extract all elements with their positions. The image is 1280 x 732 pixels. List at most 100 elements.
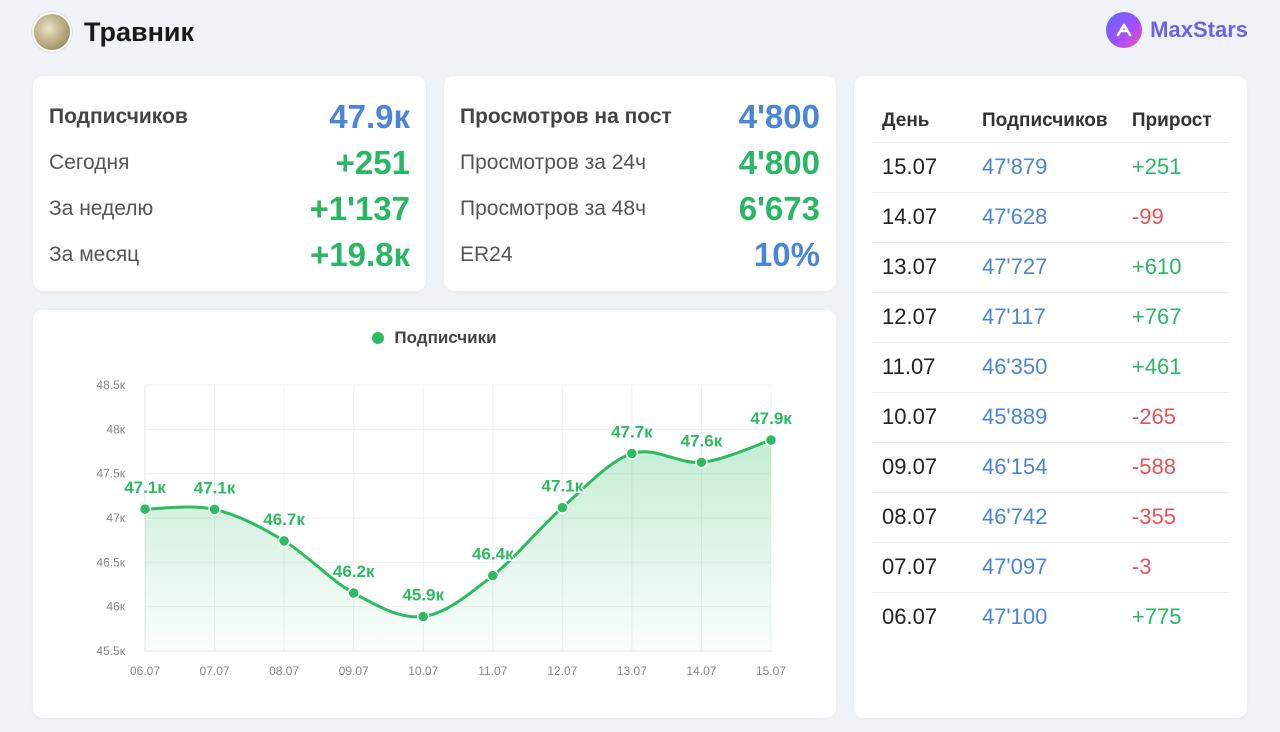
stat-row-week: За неделю +1'137 <box>49 186 410 232</box>
cell-day: 07.07 <box>872 541 972 592</box>
stat-label: За неделю <box>49 197 154 220</box>
cell-day: 15.07 <box>872 141 972 192</box>
data-point <box>764 433 778 447</box>
chart-legend[interactable]: Подписчики <box>33 328 836 348</box>
stat-value: 6'673 <box>738 190 820 227</box>
table-row: 14.07 47'628 -99 <box>872 191 1229 242</box>
daily-table: День Подписчиков Прирост 15.07 47'879 +251… <box>872 100 1229 642</box>
cell-day: 13.07 <box>872 241 972 292</box>
y-tick-label: 46к <box>106 600 125 614</box>
data-label: 47.9к <box>750 409 792 428</box>
table-row: 10.07 45'889 -265 <box>872 391 1229 442</box>
series-area <box>145 440 771 651</box>
data-label: 47.1к <box>194 478 236 497</box>
y-tick-label: 47.5к <box>96 467 125 481</box>
y-tick-label: 48.5к <box>96 378 125 392</box>
cell-subscribers: 45'889 <box>971 391 1122 442</box>
stat-row-er24: ER24 10% <box>460 232 820 278</box>
data-point <box>208 503 221 516</box>
cell-day: 10.07 <box>872 391 972 442</box>
x-tick-label: 13.07 <box>617 664 647 678</box>
stat-value: 10% <box>753 236 820 273</box>
cell-day: 09.07 <box>872 441 972 492</box>
data-point <box>138 502 152 516</box>
brand-name: MaxStars <box>1150 17 1248 42</box>
cell-growth: -3 <box>1121 541 1229 592</box>
stat-row-views-24h: Просмотров за 24ч 4'800 <box>460 140 820 186</box>
stat-row-month: За месяц +19.8к <box>49 232 410 278</box>
cell-growth: -99 <box>1121 191 1229 242</box>
cell-day: 08.07 <box>872 491 972 542</box>
stat-label: Просмотров на пост <box>460 105 672 128</box>
stat-row-views-per-post: Просмотров на пост 4'800 <box>460 94 820 140</box>
y-tick-label: 46.5к <box>96 555 125 569</box>
data-label: 47.7к <box>611 423 653 442</box>
cell-day: 12.07 <box>872 291 972 342</box>
cell-growth: +775 <box>1121 591 1229 642</box>
subscribers-card: Подписчиков 47.9к Сегодня +251 За неделю… <box>33 76 426 291</box>
cell-day: 06.07 <box>872 591 972 642</box>
table-row: 06.07 47'100 +775 <box>872 591 1229 642</box>
data-label: 45.9к <box>402 586 444 605</box>
legend-marker <box>372 332 385 344</box>
cell-subscribers: 47'097 <box>971 541 1122 592</box>
data-label: 47.6к <box>681 431 723 450</box>
stat-label: Сегодня <box>49 151 130 174</box>
cell-day: 14.07 <box>872 191 972 242</box>
stat-label: Подписчиков <box>49 105 188 128</box>
stat-value: +1'137 <box>309 190 410 227</box>
x-tick-label: 14.07 <box>686 664 716 678</box>
x-tick-label: 15.07 <box>756 664 786 678</box>
x-tick-label: 12.07 <box>547 664 577 678</box>
cell-growth: +610 <box>1121 241 1229 292</box>
daily-table-card: День Подписчиков Прирост 15.07 47'879 +251… <box>854 76 1247 718</box>
stat-label: ER24 <box>460 243 513 266</box>
data-label: 46.4к <box>472 545 514 564</box>
chart-card: Подписчики 45.5к 46к 46.5к 47к 47.5к 48к 48.5к… <box>33 310 836 718</box>
series-line <box>144 438 772 619</box>
y-tick-label: 45.5к <box>96 644 125 658</box>
y-tick-label: 48к <box>106 422 125 436</box>
subscribers-chart: 45.5к 46к 46.5к 47к 47.5к 48к 48.5к 06.07 07.07 0… <box>96 378 793 678</box>
cell-subscribers: 47'628 <box>971 191 1122 242</box>
stat-row-today: Сегодня +251 <box>49 140 410 186</box>
data-point <box>416 610 430 623</box>
cell-subscribers: 47'117 <box>971 291 1122 342</box>
stat-row-subscribers: Подписчиков 47.9к <box>49 94 410 140</box>
stat-value: 4'800 <box>738 144 820 181</box>
cell-growth: +461 <box>1121 341 1229 392</box>
cell-subscribers: 46'350 <box>971 341 1122 392</box>
stat-label: Просмотров за 48ч <box>460 197 647 220</box>
channel-avatar[interactable] <box>32 12 72 52</box>
y-tick-label: 47к <box>106 511 125 525</box>
data-label: 46.2к <box>333 562 375 581</box>
data-point <box>695 456 708 469</box>
x-tick-label: 06.07 <box>130 664 160 678</box>
cell-growth: +251 <box>1121 141 1229 192</box>
data-point <box>486 569 500 582</box>
x-tick-label: 09.07 <box>339 664 369 678</box>
cell-growth: -588 <box>1121 441 1229 492</box>
cell-growth: -355 <box>1121 491 1229 542</box>
cell-growth: -265 <box>1121 391 1229 442</box>
data-point <box>277 534 291 548</box>
maxstars-logo-icon <box>1106 12 1143 48</box>
data-point <box>625 447 639 460</box>
cell-subscribers: 47'879 <box>971 141 1122 192</box>
x-tick-label: 11.07 <box>478 664 507 678</box>
data-label: 47.1к <box>542 477 584 496</box>
table-row: 12.07 47'117 +767 <box>872 291 1229 342</box>
brand-logo[interactable]: MaxStars <box>1106 12 1248 48</box>
column-header-day: День <box>882 109 930 131</box>
cell-subscribers: 47'727 <box>971 241 1122 292</box>
cell-subscribers: 46'154 <box>971 441 1122 492</box>
stat-value: +19.8к <box>309 236 410 273</box>
views-card: Просмотров на пост 4'800 Просмотров за 2… <box>444 76 836 291</box>
legend-label: Подписчики <box>394 328 497 347</box>
header: Травник <box>32 10 194 54</box>
data-point <box>347 586 360 600</box>
x-tick-label: 08.07 <box>269 664 299 678</box>
page-title: Травник <box>84 16 194 47</box>
table-header-row: День Подписчиков Прирост <box>872 100 1229 142</box>
cell-subscribers: 47'100 <box>971 591 1122 642</box>
